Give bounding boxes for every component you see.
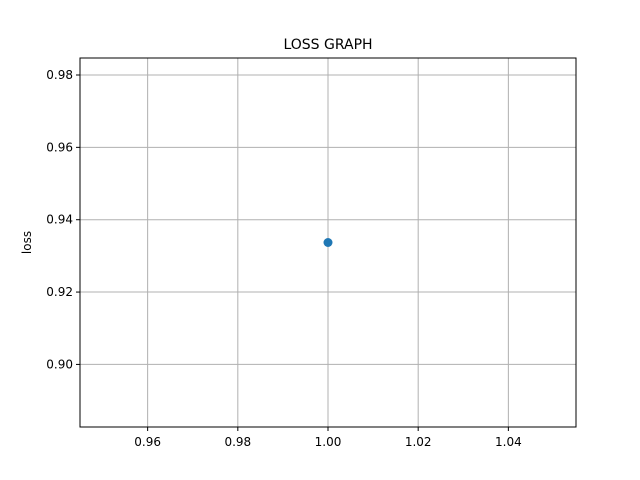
chart-title: LOSS GRAPH [283, 37, 372, 53]
x-tick-label: 0.96 [134, 435, 161, 449]
x-tick-label: 1.02 [405, 435, 432, 449]
grid-layer [80, 58, 576, 427]
y-tick-label: 0.92 [46, 285, 73, 299]
ticks-layer: 0.96 0.98 1.00 1.02 1.04 0.90 0.92 0.94 0.96 0.98 [46, 68, 521, 449]
x-tick-label: 1.00 [315, 435, 342, 449]
y-tick-label: 0.94 [46, 213, 73, 227]
x-tick-label: 1.04 [495, 435, 522, 449]
y-tick-label: 0.98 [46, 68, 73, 82]
y-axis-label: loss [20, 231, 34, 254]
x-tick-label: 0.98 [224, 435, 251, 449]
data-layer [323, 238, 333, 247]
y-tick-label: 0.96 [46, 140, 73, 154]
y-tick-label: 0.90 [46, 357, 73, 371]
data-point [323, 238, 333, 247]
